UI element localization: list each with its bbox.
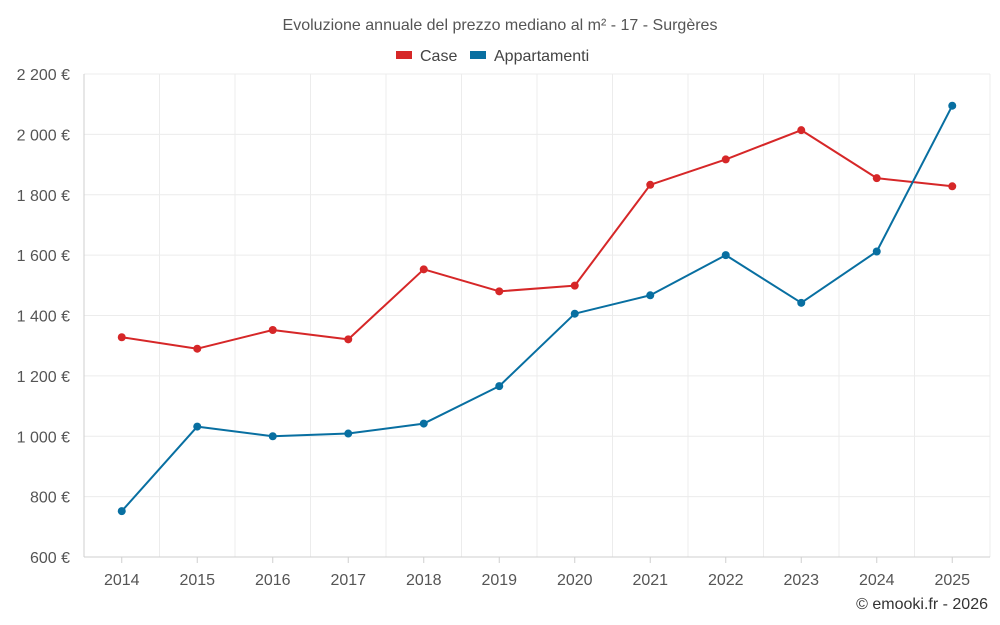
- x-tick-label: 2025: [934, 572, 970, 589]
- x-tick-label: 2017: [330, 572, 366, 589]
- data-point-case[interactable]: [721, 155, 730, 164]
- x-tick-label: 2018: [406, 572, 442, 589]
- x-tick-label: 2015: [179, 572, 215, 589]
- grid: [84, 73, 991, 557]
- legend-swatch-appartamenti: [470, 51, 486, 59]
- data-point-case[interactable]: [646, 180, 655, 189]
- data-point-appartamenti[interactable]: [419, 419, 428, 428]
- data-point-case[interactable]: [193, 344, 202, 353]
- legend: Case Appartamenti: [396, 48, 589, 65]
- data-point-appartamenti[interactable]: [948, 101, 957, 110]
- y-tick-label: 1 200 €: [17, 369, 70, 386]
- y-tick-label: 1 000 €: [17, 429, 70, 446]
- y-tick-label: 1 600 €: [17, 248, 70, 265]
- legend-swatch-case: [396, 51, 412, 59]
- data-point-appartamenti[interactable]: [797, 298, 806, 307]
- series-line-appartamenti: [121, 105, 954, 512]
- x-tick-label: 2024: [859, 572, 895, 589]
- y-tick-label: 2 200 €: [17, 67, 70, 84]
- data-point-appartamenti[interactable]: [872, 247, 881, 256]
- data-point-case[interactable]: [948, 182, 957, 191]
- data-point-appartamenti[interactable]: [721, 251, 730, 260]
- axes: 600 € 800 € 1 000 € 1 200 € 1 400 € 1 600 € 1 …: [17, 67, 990, 589]
- x-tick-label: 2019: [481, 572, 517, 589]
- credit-text: © emooki.fr - 2026: [856, 596, 988, 613]
- series: [117, 101, 957, 516]
- data-point-appartamenti[interactable]: [117, 507, 126, 516]
- y-tick-label: 800 €: [30, 490, 70, 507]
- series-line-case: [121, 129, 953, 350]
- data-point-appartamenti[interactable]: [646, 291, 655, 300]
- chart-title: Evoluzione annuale del prezzo mediano al…: [283, 17, 718, 34]
- data-point-appartamenti[interactable]: [495, 382, 504, 391]
- data-point-appartamenti[interactable]: [193, 422, 202, 431]
- data-point-appartamenti[interactable]: [268, 432, 277, 441]
- data-point-case[interactable]: [570, 281, 579, 290]
- y-tick-label: 600 €: [30, 550, 70, 567]
- x-tick-label: 2016: [255, 572, 291, 589]
- x-tick-label: 2021: [632, 572, 668, 589]
- data-point-case[interactable]: [797, 126, 806, 135]
- x-tick-label: 2014: [104, 572, 140, 589]
- data-point-case[interactable]: [344, 335, 353, 344]
- data-point-appartamenti[interactable]: [570, 309, 579, 318]
- data-point-case[interactable]: [117, 333, 126, 342]
- data-point-case[interactable]: [495, 287, 504, 296]
- data-point-case[interactable]: [268, 325, 277, 334]
- y-tick-label: 1 400 €: [17, 309, 70, 326]
- x-tick-label: 2023: [783, 572, 819, 589]
- legend-label-appartamenti[interactable]: Appartamenti: [494, 48, 589, 65]
- legend-label-case[interactable]: Case: [420, 48, 457, 65]
- x-tick-label: 2020: [557, 572, 593, 589]
- y-tick-label: 1 800 €: [17, 188, 70, 205]
- y-tick-label: 2 000 €: [17, 127, 70, 144]
- data-point-appartamenti[interactable]: [344, 429, 353, 438]
- x-tick-label: 2022: [708, 572, 744, 589]
- data-point-case[interactable]: [419, 265, 428, 274]
- data-point-case[interactable]: [872, 174, 881, 183]
